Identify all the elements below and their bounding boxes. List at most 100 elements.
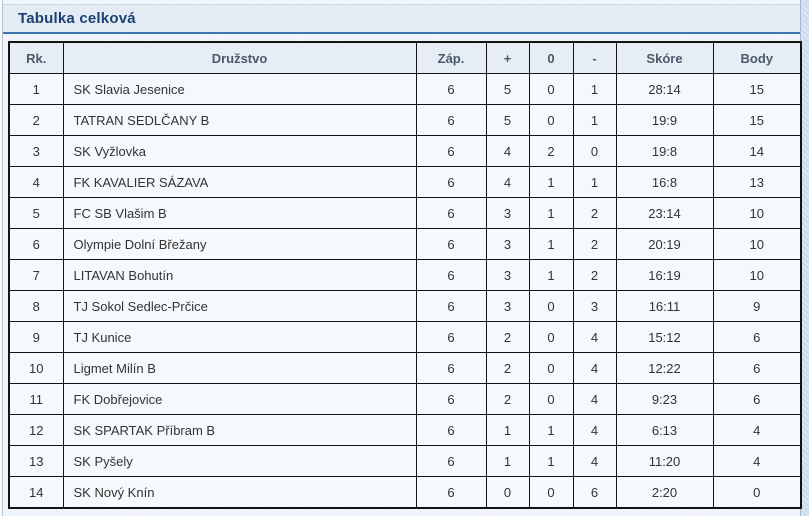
- losses-cell: 4: [572, 321, 617, 353]
- matches-cell: 6: [415, 414, 487, 446]
- column-header: -: [572, 41, 617, 74]
- draws-cell: 0: [528, 290, 574, 322]
- score-cell: 23:14: [615, 197, 714, 229]
- rank-cell: 8: [8, 290, 64, 322]
- wins-cell: 4: [485, 166, 530, 198]
- score-cell: 20:19: [615, 228, 714, 260]
- score-cell: 16:11: [615, 290, 714, 322]
- column-header: +: [485, 41, 530, 74]
- draws-cell: 1: [528, 166, 574, 198]
- column-header: Družstvo: [62, 41, 417, 74]
- wins-cell: 2: [485, 383, 530, 415]
- page-title: Tabulka celková: [18, 10, 136, 27]
- score-cell: 6:13: [615, 414, 714, 446]
- score-cell: 9:23: [615, 383, 714, 415]
- table-row: 10 Ligmet Milín B 6 2 0 4 12:22 6: [8, 352, 802, 384]
- league-table: Rk. Družstvo Záp. +0- Skóre Body 1 SK Slavia J…: [8, 41, 802, 509]
- points-cell: 6: [712, 321, 802, 353]
- matches-cell: 6: [415, 228, 487, 260]
- rank-cell: 4: [8, 166, 64, 198]
- draws-cell: 1: [528, 228, 574, 260]
- score-cell: 15:12: [615, 321, 714, 353]
- losses-cell: 4: [572, 414, 617, 446]
- wins-cell: 5: [485, 73, 530, 105]
- league-table-body: 1 SK Slavia Jesenice 6 5 0 1 28:14 15 2 TATRAN SE…: [8, 73, 802, 509]
- points-cell: 14: [712, 135, 802, 167]
- wins-cell: 5: [485, 104, 530, 136]
- wins-cell: 2: [485, 321, 530, 353]
- team-cell: Olympie Dolní Břežany: [62, 228, 417, 260]
- matches-cell: 6: [415, 73, 487, 105]
- matches-cell: 6: [415, 290, 487, 322]
- matches-cell: 6: [415, 135, 487, 167]
- points-cell: 10: [712, 228, 802, 260]
- wins-cell: 1: [485, 445, 530, 477]
- score-cell: 16:8: [615, 166, 714, 198]
- losses-cell: 4: [572, 352, 617, 384]
- score-cell: 19:8: [615, 135, 714, 167]
- rank-cell: 13: [8, 445, 64, 477]
- matches-cell: 6: [415, 166, 487, 198]
- team-cell: LITAVAN Bohutín: [62, 259, 417, 291]
- points-cell: 6: [712, 352, 802, 384]
- rank-cell: 1: [8, 73, 64, 105]
- content-panel: Tabulka celková Rk. Družstvo Záp. +0- Skóre B…: [3, 0, 802, 516]
- team-cell: TJ Kunice: [62, 321, 417, 353]
- points-cell: 9: [712, 290, 802, 322]
- team-cell: FK Dobřejovice: [62, 383, 417, 415]
- team-cell: TATRAN SEDLČANY B: [62, 104, 417, 136]
- team-cell: Ligmet Milín B: [62, 352, 417, 384]
- losses-cell: 0: [572, 135, 617, 167]
- team-cell: FC SB Vlašim B: [62, 197, 417, 229]
- matches-cell: 6: [415, 445, 487, 477]
- table-row: 5 FC SB Vlašim B 6 3 1 2 23:14 10: [8, 197, 802, 229]
- table-row: 14 SK Nový Knín 6 0 0 6 2:20 0: [8, 476, 802, 509]
- losses-cell: 1: [572, 73, 617, 105]
- team-cell: SK Vyžlovka: [62, 135, 417, 167]
- points-cell: 0: [712, 476, 802, 509]
- wins-cell: 0: [485, 476, 530, 509]
- losses-cell: 4: [572, 383, 617, 415]
- score-cell: 28:14: [615, 73, 714, 105]
- wins-cell: 3: [485, 228, 530, 260]
- table-row: 1 SK Slavia Jesenice 6 5 0 1 28:14 15: [8, 73, 802, 105]
- rank-cell: 11: [8, 383, 64, 415]
- draws-cell: 0: [528, 383, 574, 415]
- points-cell: 15: [712, 104, 802, 136]
- matches-cell: 6: [415, 104, 487, 136]
- points-cell: 6: [712, 383, 802, 415]
- losses-cell: 1: [572, 104, 617, 136]
- column-header: Skóre: [615, 41, 714, 74]
- table-row: 8 TJ Sokol Sedlec-Prčice 6 3 0 3 16:11 9: [8, 290, 802, 322]
- column-header: Záp.: [415, 41, 487, 74]
- team-cell: FK KAVALIER SÁZAVA: [62, 166, 417, 198]
- losses-cell: 2: [572, 228, 617, 260]
- losses-cell: 1: [572, 166, 617, 198]
- table-header-row: Rk. Družstvo Záp. +0- Skóre Body: [8, 41, 802, 74]
- score-cell: 16:19: [615, 259, 714, 291]
- points-cell: 10: [712, 197, 802, 229]
- losses-cell: 3: [572, 290, 617, 322]
- rank-cell: 10: [8, 352, 64, 384]
- column-header: Rk.: [8, 41, 64, 74]
- draws-cell: 0: [528, 73, 574, 105]
- table-row: 13 SK Pyšely 6 1 1 4 11:20 4: [8, 445, 802, 477]
- losses-cell: 2: [572, 197, 617, 229]
- matches-cell: 6: [415, 321, 487, 353]
- rank-cell: 9: [8, 321, 64, 353]
- rank-cell: 7: [8, 259, 64, 291]
- draws-cell: 1: [528, 197, 574, 229]
- draws-cell: 0: [528, 321, 574, 353]
- wins-cell: 1: [485, 414, 530, 446]
- score-cell: 11:20: [615, 445, 714, 477]
- table-row: 11 FK Dobřejovice 6 2 0 4 9:23 6: [8, 383, 802, 415]
- wins-cell: 3: [485, 197, 530, 229]
- matches-cell: 6: [415, 259, 487, 291]
- page-left-edge: [0, 0, 3, 516]
- matches-cell: 6: [415, 476, 487, 509]
- draws-cell: 0: [528, 104, 574, 136]
- table-row: 2 TATRAN SEDLČANY B 6 5 0 1 19:9 15: [8, 104, 802, 136]
- draws-cell: 1: [528, 259, 574, 291]
- wins-cell: 2: [485, 352, 530, 384]
- team-cell: SK SPARTAK Příbram B: [62, 414, 417, 446]
